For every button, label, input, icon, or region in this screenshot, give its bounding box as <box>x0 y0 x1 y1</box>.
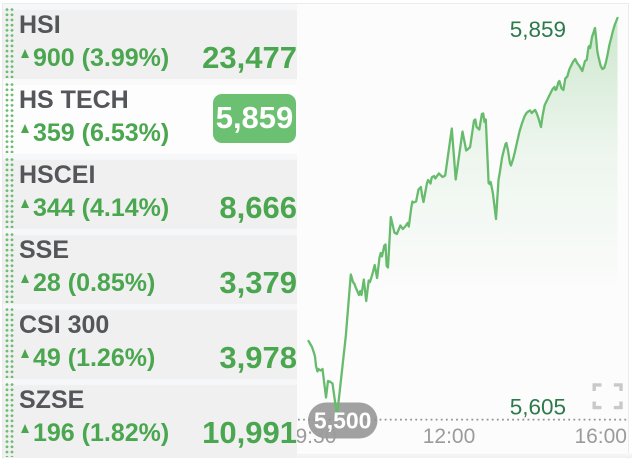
svg-text:16:00: 16:00 <box>574 425 627 448</box>
svg-text:5,500: 5,500 <box>314 408 372 434</box>
svg-text:12:00: 12:00 <box>423 425 476 448</box>
svg-text:5,859: 5,859 <box>510 17 566 42</box>
svg-text:5,605: 5,605 <box>510 395 566 420</box>
